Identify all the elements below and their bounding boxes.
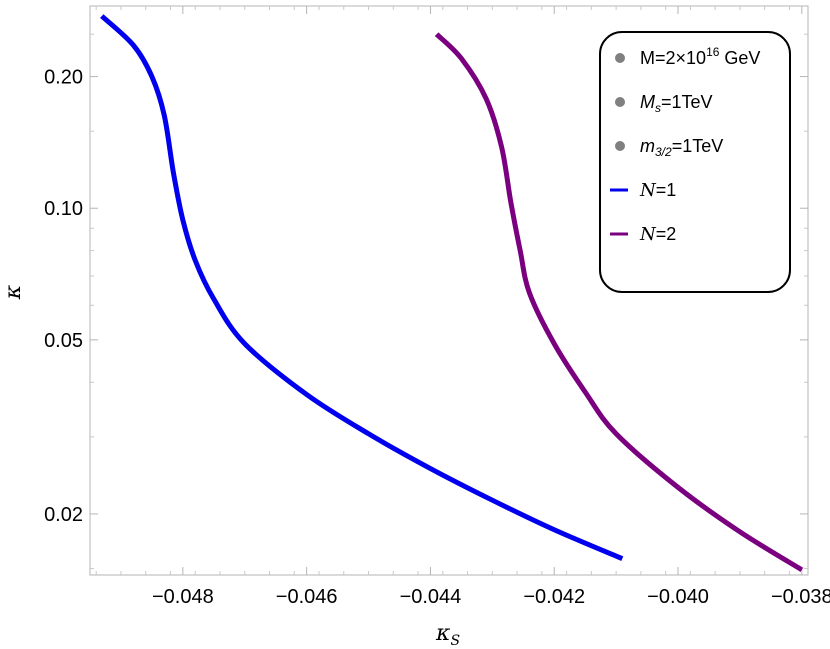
y-tick-label: 0.10 xyxy=(44,198,83,220)
series-group xyxy=(100,14,804,572)
x-axis-label: κS xyxy=(435,621,460,649)
legend-param-label: M=2×1016 GeV xyxy=(640,45,760,68)
legend-param-label: Ms=1TeV xyxy=(640,92,713,115)
legend: M=2×1016 GeV Ms=1TeV m3/2=1TeV N=1 N=2 xyxy=(599,31,791,293)
legend-series-label-1: N=1 xyxy=(639,180,676,201)
legend-marker-dot xyxy=(615,53,625,63)
x-tick-label: −0.038 xyxy=(771,586,830,608)
y-tick-label: 0.05 xyxy=(44,330,83,352)
y-tick-label: 0.02 xyxy=(44,504,83,526)
legend-marker-dot xyxy=(615,141,625,151)
series-line-2 xyxy=(434,32,804,572)
y-axis-label: κ xyxy=(1,284,26,300)
legend-marker-dot xyxy=(615,97,625,107)
series-line-1 xyxy=(100,14,624,561)
plot-frame xyxy=(89,5,809,576)
x-axis-label-sub: S xyxy=(450,633,460,649)
y-tick-label: 0.20 xyxy=(44,67,83,89)
legend-items: M=2×1016 GeV Ms=1TeV m3/2=1TeV N=1 N=2 xyxy=(610,45,760,245)
x-tick-label: −0.046 xyxy=(276,586,338,608)
x-tick-label: −0.042 xyxy=(523,586,585,608)
x-tick-label: −0.048 xyxy=(152,586,214,608)
x-tick-label: −0.044 xyxy=(400,586,462,608)
legend-param-label: m3/2=1TeV xyxy=(640,136,723,159)
x-tick-label: −0.040 xyxy=(647,586,709,608)
legend-box xyxy=(599,31,791,293)
tick-group: −0.048 −0.046 −0.044 −0.042 −0.040 −0.038 0.02… xyxy=(44,6,830,608)
legend-series-label-2: N=2 xyxy=(639,224,676,245)
